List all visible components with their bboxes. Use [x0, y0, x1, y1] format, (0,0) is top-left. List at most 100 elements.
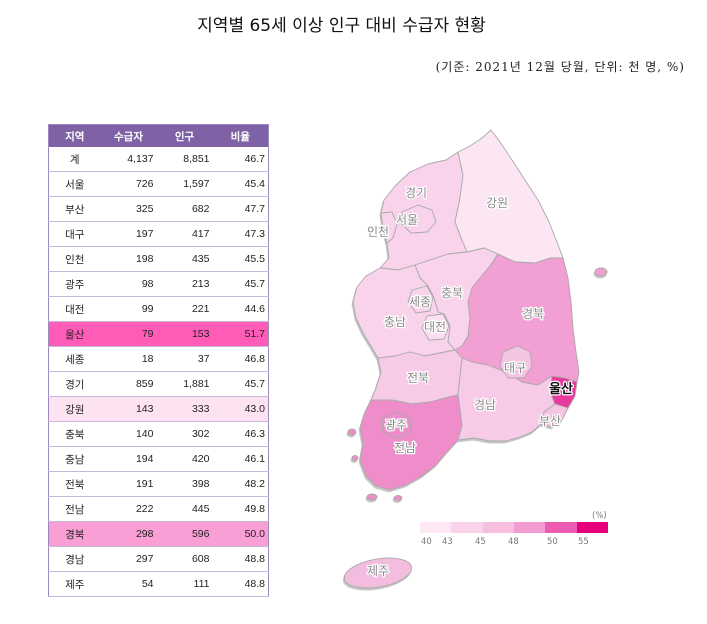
region-jeju [343, 557, 413, 589]
cell-population: 213 [156, 271, 213, 297]
cell-population: 302 [156, 421, 213, 447]
label-gangwon: 강원 [486, 196, 508, 210]
cell-ratio: 46.3 [212, 421, 269, 447]
legend-swatch [451, 522, 483, 533]
label-chungnam: 충남 [384, 315, 406, 329]
cell-ratio: 46.7 [212, 147, 269, 172]
table-row: 계 4,137 8,851 46.7 [48, 147, 269, 172]
cell-ratio: 48.8 [212, 571, 269, 597]
label-gyeonggi: 경기 [405, 186, 427, 200]
cell-region: 전북 [48, 471, 101, 497]
label-incheon: 인천 [367, 224, 389, 239]
table-row: 인천 198 435 45.5 [48, 246, 269, 272]
header-recipients: 수급자 [100, 124, 157, 147]
label-jeonnam: 전남 [394, 441, 416, 455]
cell-population: 153 [156, 321, 213, 347]
legend-swatch [483, 522, 514, 533]
cell-ratio: 45.5 [212, 246, 269, 272]
label-jeonbuk: 전북 [407, 371, 429, 385]
korea-map: 경기 서울 인천 강원 충북 세종 충남 대전 경북 대구 전북 울산 경남 부… [343, 129, 608, 589]
region-incheon [380, 211, 398, 244]
table-row: 경기 859 1,881 45.7 [48, 371, 269, 397]
legend-swatch [545, 522, 577, 533]
table-row: 경남 297 608 48.8 [48, 546, 269, 572]
cell-region: 강원 [48, 396, 101, 422]
region-daejeon [421, 313, 450, 341]
cell-region: 세종 [48, 346, 101, 372]
table-row: 충남 194 420 46.1 [48, 446, 269, 472]
label-daegu: 대구 [504, 361, 526, 375]
table-row: 강원 143 333 43.0 [48, 396, 269, 422]
label-jeju: 제주 [367, 564, 389, 578]
label-daejeon: 대전 [424, 320, 446, 334]
cell-population: 111 [156, 571, 213, 597]
header-population: 인구 [156, 124, 213, 147]
island [393, 495, 403, 501]
cell-recipients: 79 [100, 321, 157, 347]
cell-region: 제주 [48, 571, 101, 597]
cell-recipients: 222 [100, 496, 157, 522]
cell-region: 경남 [48, 546, 101, 572]
cell-recipients: 143 [100, 396, 157, 422]
cell-population: 608 [156, 546, 213, 572]
cell-region: 경북 [48, 521, 101, 547]
header-ratio: 비율 [212, 124, 269, 147]
cell-ratio: 43.0 [212, 396, 269, 422]
legend-tick: 50 [547, 537, 558, 547]
map-legend: (%) 40 43 45 48 50 55 [420, 511, 608, 547]
cell-population: 221 [156, 296, 213, 322]
legend-swatch [420, 522, 451, 533]
cell-recipients: 859 [100, 371, 157, 397]
label-ulsan: 울산 [549, 381, 573, 397]
cell-recipients: 198 [100, 246, 157, 272]
cell-population: 596 [156, 521, 213, 547]
cell-region: 충북 [48, 421, 101, 447]
cell-population: 398 [156, 471, 213, 497]
cell-recipients: 194 [100, 446, 157, 472]
cell-ratio: 46.8 [212, 346, 269, 372]
cell-population: 420 [156, 446, 213, 472]
cell-region: 광주 [48, 271, 101, 297]
cell-ratio: 48.2 [212, 471, 269, 497]
cell-recipients: 325 [100, 196, 157, 222]
table-row: 울산 79 153 51.7 [48, 321, 269, 347]
table-row: 광주 98 213 45.7 [48, 271, 269, 297]
label-seoul: 서울 [396, 213, 418, 227]
cell-ratio: 47.7 [212, 196, 269, 222]
label-chungbuk: 충북 [441, 286, 463, 300]
region-ulsan [549, 375, 578, 409]
region-gangwon [454, 129, 564, 264]
cell-ratio: 45.7 [212, 371, 269, 397]
cell-ratio: 51.7 [212, 321, 269, 347]
cell-ratio: 48.8 [212, 546, 269, 572]
region-busan [540, 403, 569, 428]
cell-region: 대구 [48, 221, 101, 247]
table-row: 제주 54 111 48.8 [48, 571, 269, 597]
label-gwangju: 광주 [385, 418, 407, 432]
island [351, 455, 359, 461]
cell-ratio: 46.1 [212, 446, 269, 472]
cell-recipients: 99 [100, 296, 157, 322]
cell-region: 경기 [48, 371, 101, 397]
cell-recipients: 297 [100, 546, 157, 572]
cell-region: 서울 [48, 171, 101, 197]
cell-region: 부산 [48, 196, 101, 222]
cell-population: 8,851 [156, 147, 213, 172]
table-row: 대구 197 417 47.3 [48, 221, 269, 247]
cell-population: 682 [156, 196, 213, 222]
region-sejong [407, 285, 434, 314]
cell-region: 울산 [48, 321, 101, 347]
cell-population: 37 [156, 346, 213, 372]
cell-recipients: 726 [100, 171, 157, 197]
cell-ratio: 45.4 [212, 171, 269, 197]
cell-population: 1,597 [156, 171, 213, 197]
island [366, 493, 378, 501]
cell-population: 333 [156, 396, 213, 422]
region-gwangju [381, 411, 412, 439]
label-gyeongnam: 경남 [474, 398, 496, 412]
region-daegu [499, 345, 533, 379]
stats-table: 지역 수급자 인구 비율 계 4,137 8,851 46.7 서울 726 1… [48, 124, 269, 597]
cell-region: 계 [48, 147, 101, 172]
cell-population: 435 [156, 246, 213, 272]
table-row: 경북 298 596 50.0 [48, 521, 269, 547]
